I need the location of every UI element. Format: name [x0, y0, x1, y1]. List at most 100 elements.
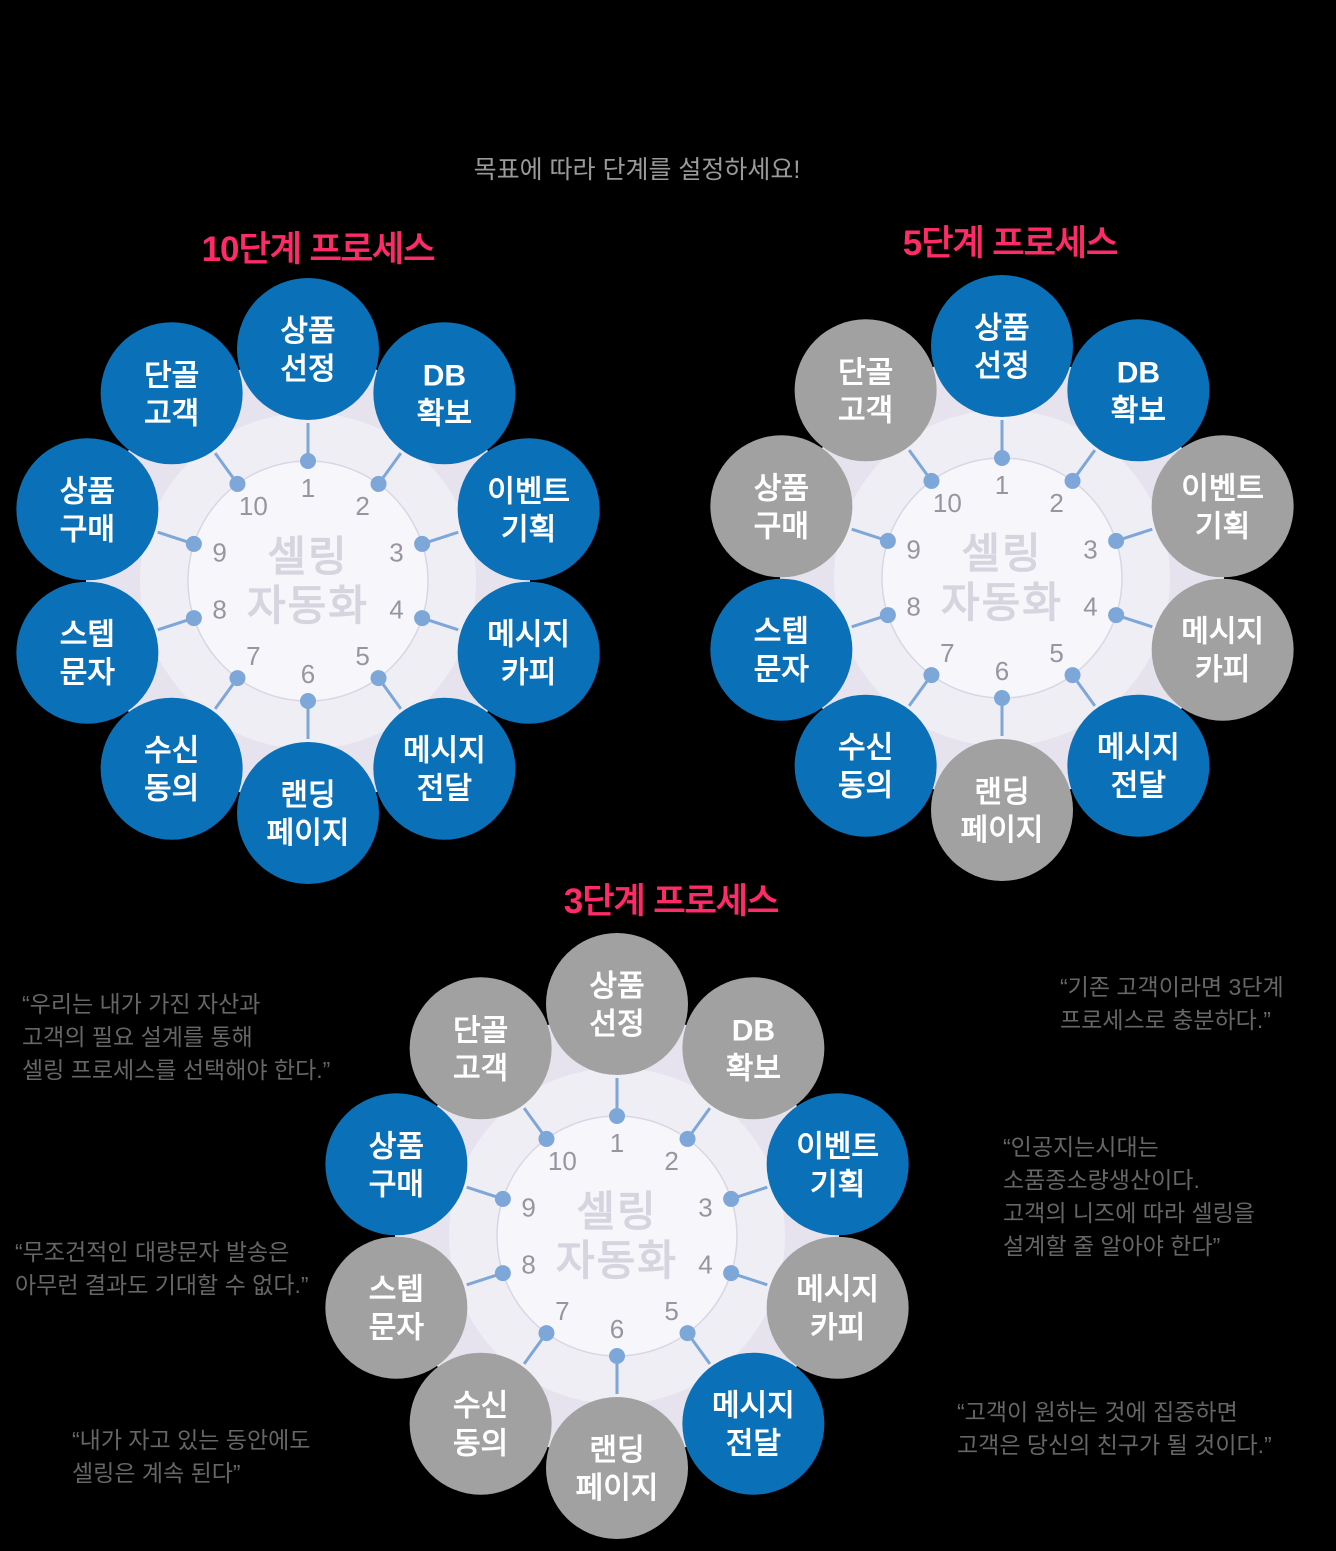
step-circle-9: [710, 435, 853, 578]
connector-dot-1: [300, 453, 316, 469]
step-label-3: 이벤트 기획: [1181, 472, 1264, 543]
step-number-1: 1: [610, 1128, 624, 1158]
step-circle-8: [16, 581, 159, 724]
step-circle-3: [1151, 435, 1294, 578]
step-number-3: 3: [1083, 534, 1097, 564]
connector-dot-2: [370, 475, 387, 492]
connector-dot-4: [1108, 607, 1125, 624]
step-label-6: 랜딩 페이지: [267, 779, 350, 850]
step-circle-2: [682, 977, 825, 1120]
step-number-6: 6: [610, 1314, 624, 1344]
connector-dot-7: [923, 667, 940, 684]
step-node-4: 메시지 카피: [457, 581, 600, 724]
step-circle-7: [409, 1352, 552, 1495]
step-circle-1: [546, 933, 688, 1075]
step-circle-2: [1067, 319, 1210, 462]
connector-dot-10: [229, 475, 246, 492]
step-node-7: 수신 동의: [794, 694, 937, 837]
step-label-9: 상품 구매: [60, 475, 115, 546]
step-circle-10: [794, 319, 937, 462]
step-number-5: 5: [664, 1296, 678, 1326]
step-label-4: 메시지 카피: [1181, 616, 1264, 687]
step-circle-6: [931, 739, 1073, 881]
step-number-10: 10: [548, 1146, 577, 1176]
step-number-10: 10: [239, 491, 268, 521]
connector-dot-9: [879, 532, 896, 549]
step-node-1: 상품 선정: [546, 933, 688, 1075]
step-number-1: 1: [301, 473, 315, 503]
connector-dot-2: [1064, 472, 1081, 489]
step-number-5: 5: [1049, 638, 1063, 668]
step-circle-3: [457, 438, 600, 581]
step-number-5: 5: [355, 641, 369, 671]
step-label-7: 수신 동의: [144, 735, 199, 806]
step-number-8: 8: [906, 592, 920, 622]
center-label: 셀링 자동화: [247, 533, 369, 629]
step-node-8: 스텝 문자: [710, 578, 853, 721]
step-number-10: 10: [933, 488, 962, 518]
step-node-7: 수신 동의: [100, 697, 243, 840]
step-circle-4: [1151, 578, 1294, 721]
step-node-3: 이벤트 기획: [457, 438, 600, 581]
connector-dot-6: [609, 1348, 625, 1364]
step-number-2: 2: [355, 491, 369, 521]
step-number-7: 7: [246, 641, 260, 671]
step-number-8: 8: [212, 595, 226, 625]
step-node-5: 메시지 전달: [1067, 694, 1210, 837]
step-label-1: 상품 선정: [589, 970, 644, 1041]
step-number-3: 3: [698, 1192, 712, 1222]
step-number-3: 3: [389, 537, 403, 567]
step-node-6: 랜딩 페이지: [237, 742, 379, 884]
quote-existing-customer: “기존 고객이라면 3단계 프로세스로 충분하다.”: [1060, 974, 1284, 1033]
center-label: 셀링 자동화: [941, 530, 1063, 626]
step-node-9: 상품 구매: [325, 1093, 468, 1236]
step-circle-5: [682, 1352, 825, 1495]
process-diagram-10step: 1 2 3 4 5 6 7 8 9 10 셀링 자동화 상품 선정 DB 확보 이벤트 기획 메시지 카피 메시지 전달 랜…: [0, 271, 618, 891]
step-number-2: 2: [1049, 488, 1063, 518]
page-header: 목표에 따라 단계를 설정하세요!: [473, 156, 801, 184]
step-circle-7: [794, 694, 937, 837]
connector-dot-3: [414, 535, 431, 552]
quote-assets-design: “우리는 내가 가진 자산과 고객의 필요 설계를 통해 셀링 프로세스를 선택…: [22, 991, 331, 1083]
step-label-10: 단골 고객: [453, 1014, 508, 1085]
connector-dot-6: [300, 693, 316, 709]
step-number-7: 7: [940, 638, 954, 668]
step-label-1: 상품 선정: [974, 312, 1029, 383]
step-circle-7: [100, 697, 243, 840]
step-node-8: 스텝 문자: [325, 1236, 468, 1379]
step-circle-5: [373, 697, 516, 840]
step-node-9: 상품 구매: [710, 435, 853, 578]
step-node-1: 상품 선정: [237, 278, 379, 420]
connector-dot-5: [679, 1325, 696, 1342]
step-circle-8: [710, 578, 853, 721]
step-circle-6: [237, 742, 379, 884]
quote-ai-era: “인공지는시대는 소품종소량생산이다. 고객의 니즈에 따라 셀링을 설계할 줄…: [1003, 1134, 1255, 1259]
step-number-7: 7: [555, 1296, 569, 1326]
step-circle-5: [1067, 694, 1210, 837]
step-node-7: 수신 동의: [409, 1352, 552, 1495]
step-node-6: 랜딩 페이지: [931, 739, 1073, 881]
step-node-3: 이벤트 기획: [1151, 435, 1294, 578]
step-label-9: 상품 구매: [369, 1130, 424, 1201]
connector-dot-3: [723, 1190, 740, 1207]
process-diagram-3step: 1 2 3 4 5 6 7 8 9 10 셀링 자동화 상품 선정 DB 확보 이벤트 기획 메시지 카피 메시지 전달 랜…: [307, 926, 927, 1546]
connector-dot-10: [923, 472, 940, 489]
connector-dot-9: [185, 535, 202, 552]
step-label-8: 스텝 문자: [60, 619, 116, 690]
step-label-5: 메시지 전달: [712, 1390, 795, 1461]
step-number-8: 8: [521, 1250, 535, 1280]
step-circle-10: [100, 322, 243, 465]
step-label-7: 수신 동의: [838, 732, 893, 803]
step-node-10: 단골 고객: [409, 977, 552, 1120]
process-diagram-5step: 1 2 3 4 5 6 7 8 9 10 셀링 자동화 상품 선정 DB 확보 이벤트 기획 메시지 카피 메시지 전달 랜…: [692, 268, 1312, 888]
diagram-title-3step: 3단계 프로세스: [563, 882, 779, 921]
step-circle-10: [409, 977, 552, 1120]
connector-dot-3: [1108, 532, 1125, 549]
quote-while-sleeping: “내가 자고 있는 동안에도 셀링은 계속 된다”: [72, 1427, 311, 1486]
connector-dot-8: [879, 607, 896, 624]
step-node-5: 메시지 전달: [373, 697, 516, 840]
step-label-5: 메시지 전달: [403, 735, 486, 806]
step-label-2: DB 확보: [1111, 356, 1166, 427]
step-circle-6: [546, 1397, 688, 1539]
